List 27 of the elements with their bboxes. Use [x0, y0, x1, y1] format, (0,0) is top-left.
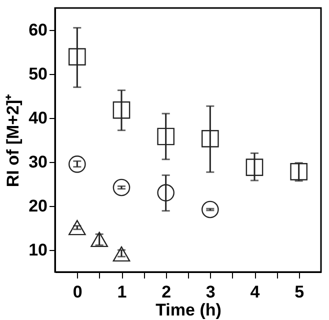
- point: [246, 158, 264, 176]
- x-tick-label: 0: [72, 282, 82, 302]
- point: [290, 163, 308, 180]
- y-tick-label: 60: [28, 20, 48, 40]
- point: [68, 156, 86, 173]
- point: [90, 232, 108, 248]
- x-tick-label: 1: [117, 282, 127, 302]
- point: [112, 246, 130, 262]
- y-tick-label: 40: [28, 108, 48, 128]
- point: [202, 130, 219, 148]
- y-axis-title: RI of [M+2]⁺: [4, 94, 23, 188]
- x-tick-label: 5: [294, 282, 304, 302]
- x-tick-label: 4: [250, 282, 260, 302]
- y-tick-label: 20: [28, 196, 48, 216]
- point: [112, 101, 130, 119]
- point: [157, 184, 174, 202]
- point: [202, 200, 219, 218]
- y-tick-label: 30: [28, 152, 48, 172]
- point: [157, 128, 174, 146]
- point: [112, 178, 130, 196]
- point: [68, 48, 86, 66]
- y-tick-label: 10: [28, 240, 48, 260]
- x-axis-title: Time (h): [156, 300, 222, 320]
- point: [68, 220, 86, 236]
- y-tick-label: 50: [28, 64, 48, 84]
- x-tick-label: 2: [162, 282, 172, 302]
- x-tick-label: 3: [206, 282, 216, 302]
